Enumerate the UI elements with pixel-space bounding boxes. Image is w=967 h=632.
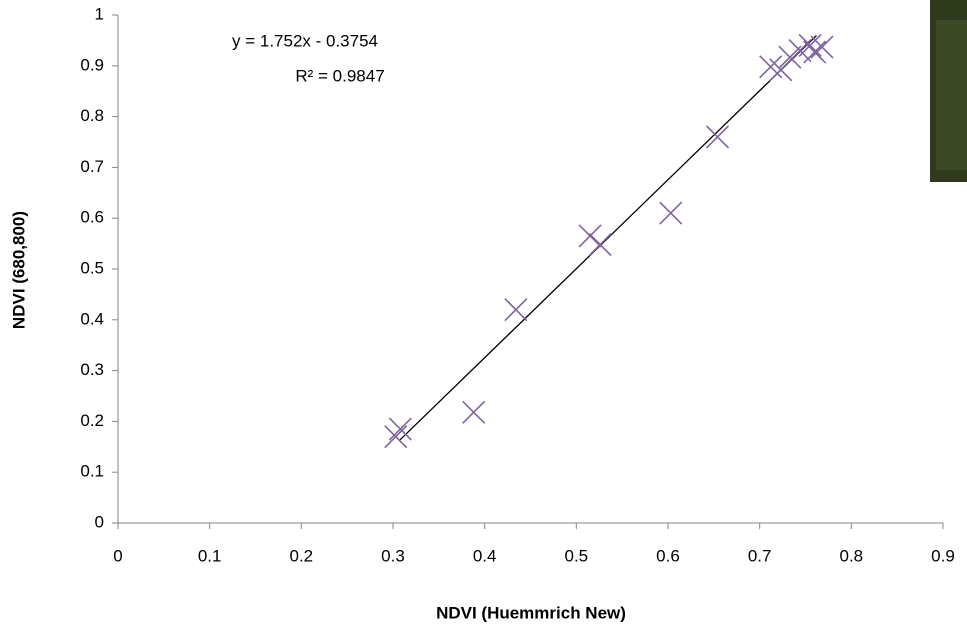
x-tick-label: 0.2 [290,546,314,565]
y-tick-label: 0.3 [80,360,104,379]
y-tick-label: 1 [95,4,104,23]
point [388,417,412,441]
x-tick-label: 0.3 [381,546,405,565]
point [384,425,408,449]
x-tick-label: 0.1 [198,546,222,565]
x-axis-title: NDVI (Huemmrich New) [436,603,626,622]
x-tick-label: 0.9 [931,546,955,565]
y-tick-label: 0.8 [80,106,104,125]
point [705,125,730,149]
y-tick-label: 0.9 [80,55,104,74]
point [659,201,683,225]
trendline-equation: y = 1.752x - 0.3754 [232,31,378,50]
x-tick-label: 0.8 [840,546,864,565]
x-tick-label: 0.6 [656,546,680,565]
point [810,35,834,59]
y-tick-label: 0.1 [80,462,104,481]
trendline-r2: R² = 0.9847 [295,66,384,85]
point [769,58,793,82]
trendline [398,35,817,441]
point [798,33,822,58]
y-tick-label: 0.7 [80,157,104,176]
y-axis-title: NDVI (680,800) [9,211,28,329]
point [803,40,827,64]
point [462,400,486,424]
point [588,233,612,257]
y-tick-label: 0.2 [80,411,104,430]
x-tick-label: 0 [113,546,122,565]
x-tick-label: 0.4 [473,546,497,565]
y-tick-label: 0 [95,512,104,531]
point [504,298,528,322]
point [578,224,602,248]
x-tick-label: 0.7 [748,546,772,565]
y-tick-label: 0.4 [80,309,104,328]
point [778,45,802,69]
y-tick-label: 0.6 [80,208,104,227]
y-tick-label: 0.5 [80,258,104,277]
photo-fragment-detail [936,20,967,170]
point [759,55,783,79]
x-tick-label: 0.5 [565,546,589,565]
